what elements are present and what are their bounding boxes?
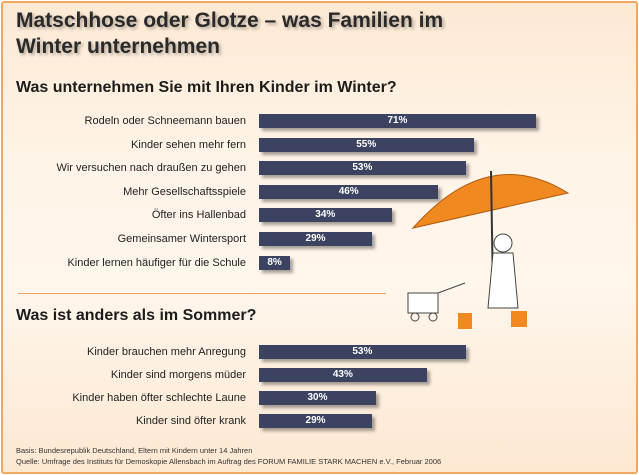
data-label: 30% (307, 392, 328, 403)
umbrella-family-illustration (407, 170, 570, 329)
data-label: 53% (352, 346, 373, 357)
data-label: 53% (352, 162, 373, 173)
data-label: 71% (387, 115, 408, 126)
category-label: Wir versuchen nach draußen zu gehen (56, 162, 246, 174)
bar: 8% (259, 256, 291, 270)
category-label: Kinder haben öfter schlechte Laune (72, 392, 246, 404)
bar: 34% (259, 208, 392, 222)
category-label: Öfter ins Hallenbad (151, 209, 246, 221)
title-line-2: Winter unternehmen (16, 35, 220, 58)
category-label: Kinder sind öfter krank (135, 415, 246, 427)
data-label: 29% (305, 415, 326, 426)
bar: 53% (259, 345, 466, 359)
bar: 46% (259, 185, 439, 199)
bar: 71% (259, 114, 536, 128)
data-label: 55% (356, 139, 377, 150)
data-label: 29% (305, 233, 326, 244)
category-label: Kinder brauchen mehr Anregung (87, 346, 246, 358)
category-label: Rodeln oder Schneemann bauen (84, 115, 246, 127)
bar: 53% (259, 161, 466, 175)
bar: 29% (259, 232, 373, 246)
data-label: 8% (267, 257, 282, 268)
bar: 43% (259, 368, 427, 382)
footer-basis: Basis: Bundesrepublik Deutschland, Elter… (16, 446, 253, 455)
chart-1-title: Was unternehmen Sie mit Ihren Kinder im … (16, 79, 397, 96)
bar: 29% (259, 414, 373, 428)
title-line-1: Matschhose oder Glotze – was Familien im (16, 9, 444, 32)
divider (18, 293, 386, 294)
data-label: 43% (332, 369, 353, 380)
category-label: Kinder sind morgens müder (110, 369, 246, 381)
category-label: Kinder lernen häufiger für die Schule (67, 257, 246, 269)
bar: 55% (259, 138, 474, 152)
category-label: Kinder sehen mehr fern (131, 139, 246, 151)
chart-2-title: Was ist anders als im Sommer? (16, 307, 257, 324)
footer-source: Quelle: Umfrage des Instituts für Demosk… (16, 457, 442, 466)
data-label: 34% (315, 209, 336, 220)
data-label: 46% (338, 186, 359, 197)
category-label: Gemeinsamer Wintersport (117, 233, 246, 245)
category-label: Mehr Gesellschaftsspiele (123, 186, 246, 198)
bar: 30% (259, 391, 376, 405)
